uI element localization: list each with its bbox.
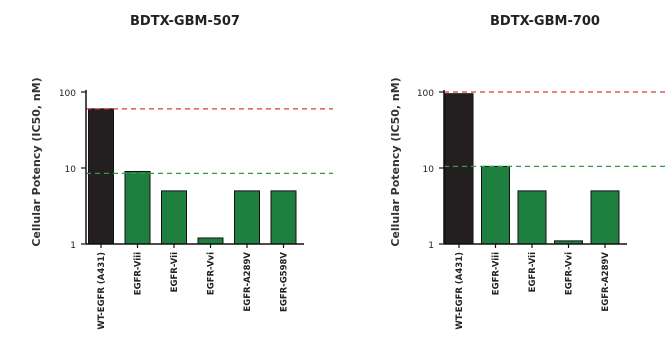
bar [270, 190, 297, 245]
category-label: EGFR-A289V [243, 252, 253, 312]
category-label: EGFR-Vii [170, 252, 180, 292]
axes [81, 90, 304, 248]
bars [444, 93, 620, 245]
bar [234, 190, 260, 245]
bar [590, 190, 620, 245]
y-tick-label: 1 [70, 241, 76, 251]
category-label: EGFR-Vvi [207, 252, 217, 295]
bar [124, 170, 151, 245]
reference-lines [86, 108, 333, 175]
y-axis-label: Cellular Potency (IC50, nM) [389, 77, 402, 246]
category-label: EGFR-Viii [492, 252, 502, 295]
y-tick-label: 100 [59, 89, 76, 99]
y-tick-labels: 1 10 100 [59, 89, 76, 251]
chart-title: BDTX-GBM-507 [130, 14, 240, 29]
bar [88, 108, 114, 245]
y-tick-labels: 1 10 100 [417, 89, 434, 251]
category-labels: WT-EGFR (A431) EGFR-Viii EGFR-Vii EGFR-V… [97, 252, 290, 330]
category-labels: WT-EGFR (A431) EGFR-Viii EGFR-Vii EGFR-V… [455, 252, 611, 330]
y-tick-label: 100 [417, 89, 434, 99]
y-tick-label: 10 [65, 165, 77, 175]
category-label: EGFR-Vii [528, 252, 538, 292]
reference-lines [444, 91, 667, 168]
category-label: WT-EGFR (A431) [97, 252, 107, 330]
category-label: EGFR-A289V [601, 252, 611, 312]
chart-title: BDTX-GBM-700 [490, 14, 600, 29]
y-axis-label: Cellular Potency (IC50, nM) [30, 77, 43, 246]
chart-bdtx-gbm-700: BDTX-GBM-700 Cellular Potency (IC50, nM)… [389, 14, 667, 330]
chart-bdtx-gbm-507: BDTX-GBM-507 Cellular Potency (IC50, nM)… [30, 14, 333, 330]
bar [197, 237, 224, 245]
bar [444, 93, 474, 245]
bar [481, 165, 510, 245]
bars [88, 108, 297, 245]
category-label: WT-EGFR (A431) [455, 252, 465, 330]
category-label: EGFR-Viii [134, 252, 144, 295]
bar [161, 190, 187, 245]
bar [517, 190, 547, 245]
y-tick-label: 10 [423, 165, 435, 175]
category-label: EGFR-Vvi [565, 252, 575, 295]
axes [439, 90, 627, 248]
y-tick-label: 1 [428, 241, 434, 251]
category-label: EGFR-G598V [280, 252, 290, 312]
